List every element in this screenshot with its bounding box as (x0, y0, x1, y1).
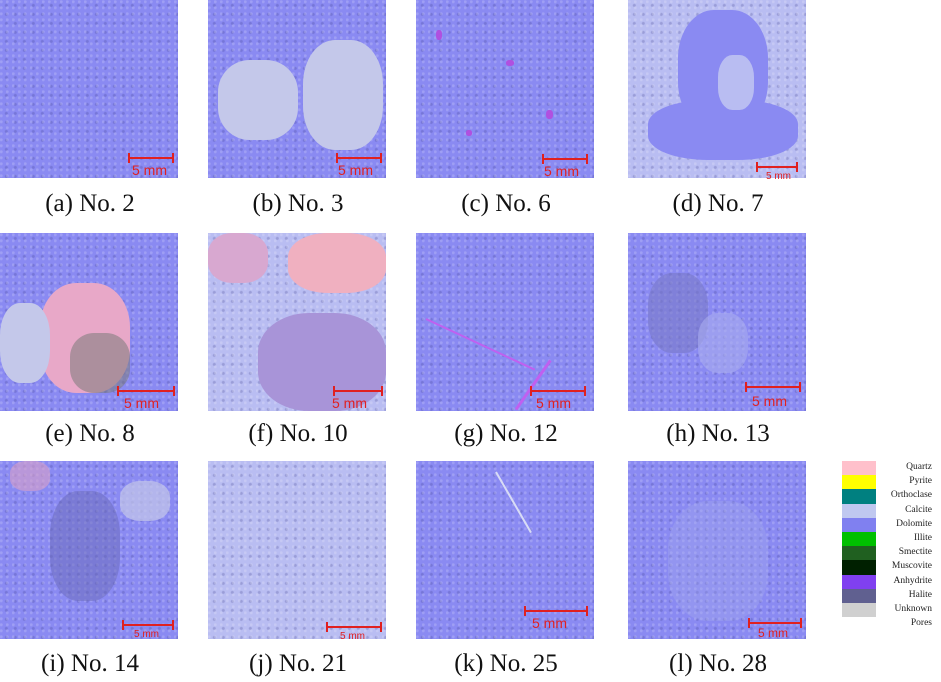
legend-swatch (842, 574, 876, 589)
legend-swatch (842, 503, 876, 518)
scale-label: 5 mm (536, 395, 571, 411)
panel-caption: (a) No. 2 (45, 190, 135, 217)
legend-item: Dolomite (842, 517, 934, 532)
panel-b: 5 mm (b) No. 3 (208, 0, 388, 230)
panel-caption: (e) No. 8 (45, 420, 135, 447)
mineral-map-image (416, 233, 594, 411)
panel-caption: (d) No. 7 (672, 190, 764, 217)
scale-bar (542, 154, 588, 164)
panel-h: 5 mm (h) No. 13 (628, 233, 808, 453)
legend-swatch (842, 560, 876, 575)
scale-bar (336, 153, 382, 163)
panel-caption: (l) No. 28 (669, 650, 767, 677)
panel-f: 5 mm (f) No. 10 (208, 233, 388, 453)
scale-bar (745, 382, 801, 392)
legend-label: Calcite (905, 504, 932, 515)
legend-item: Smectite (842, 546, 934, 561)
mineral-map-image (208, 233, 386, 411)
scale-bar (122, 620, 174, 630)
scale-bar (333, 386, 383, 396)
mineral-map-image (416, 461, 594, 639)
legend-item: Halite (842, 588, 934, 603)
panel-k: 5 mm (k) No. 25 (416, 461, 596, 681)
scale-bar (756, 162, 798, 172)
scale-bar (326, 622, 382, 632)
legend-label: Unknown (894, 603, 932, 614)
panel-caption: (c) No. 6 (461, 190, 551, 217)
panel-caption: (j) No. 21 (249, 650, 347, 677)
legend-item: Orthoclase (842, 489, 934, 504)
panel-g: 5 mm (g) No. 12 (416, 233, 596, 453)
panel-e: 5 mm (e) No. 8 (0, 233, 180, 453)
legend-item: Muscovite (842, 560, 934, 575)
legend-label: Illite (914, 532, 932, 543)
panel-caption: (k) No. 25 (454, 650, 558, 677)
legend-item: Pores (842, 617, 934, 632)
mineral-map-image (416, 0, 594, 178)
panel-i: 5 mm (i) No. 14 (0, 461, 180, 681)
scale-label: 5 mm (752, 393, 787, 409)
legend-swatch (842, 531, 876, 547)
legend-swatch (842, 489, 876, 504)
legend-swatch (842, 546, 876, 561)
legend-label: Halite (908, 589, 932, 600)
legend-label: Dolomite (896, 518, 932, 529)
scale-bar (748, 618, 802, 628)
panel-caption: (b) No. 3 (252, 190, 344, 217)
legend-swatch (842, 517, 876, 532)
scale-label: 5 mm (758, 626, 788, 640)
legend-swatch (842, 461, 876, 476)
legend-label: Muscovite (891, 561, 932, 572)
scale-bar (117, 386, 175, 396)
legend-label: Anhydrite (893, 575, 932, 586)
scale-label: 5 mm (332, 395, 367, 411)
mineral-legend: Quartz Pyrite Orthoclase Calcite Dolomit… (842, 461, 934, 632)
scale-bar (524, 606, 588, 616)
panel-l: 5 mm (l) No. 28 (628, 461, 808, 681)
legend-swatch (842, 602, 876, 618)
panel-j: 5 mm (j) No. 21 (208, 461, 388, 681)
scale-label: 5 mm (766, 171, 791, 182)
scale-label: 5 mm (532, 615, 567, 631)
mineral-map-image (208, 0, 386, 178)
mineral-map-image (628, 0, 806, 178)
legend-item: Calcite (842, 503, 934, 518)
scale-bar (128, 153, 174, 163)
scale-label: 5 mm (132, 162, 167, 178)
legend-swatch (842, 475, 876, 490)
mineral-map-image (628, 233, 806, 411)
legend-item: Anhydrite (842, 574, 934, 589)
panel-a: 5 mm (a) No. 2 (0, 0, 180, 230)
mineral-map-image (0, 461, 178, 639)
legend-swatch (842, 588, 876, 603)
panel-caption: (f) No. 10 (248, 420, 348, 447)
mineral-map-image (628, 461, 806, 639)
legend-label: Pyrite (909, 476, 932, 487)
scale-label: 5 mm (340, 631, 365, 642)
legend-item: Quartz (842, 461, 934, 476)
panel-caption: (h) No. 13 (666, 420, 770, 447)
legend-item: Unknown (842, 602, 934, 618)
mineral-map-image (0, 0, 178, 178)
legend-label: Pores (910, 618, 932, 629)
scale-label: 5 mm (124, 395, 159, 411)
panel-d: 5 mm (d) No. 7 (628, 0, 808, 230)
legend-swatch (842, 617, 876, 632)
mineral-map-image (0, 233, 178, 411)
scale-label: 5 mm (134, 629, 159, 640)
panel-caption: (i) No. 14 (41, 650, 139, 677)
panel-c: 5 mm (c) No. 6 (416, 0, 596, 230)
legend-label: Orthoclase (890, 490, 932, 501)
scale-label: 5 mm (338, 162, 373, 178)
scale-bar (530, 386, 586, 396)
scale-label: 5 mm (544, 163, 579, 179)
legend-item: Illite (842, 531, 934, 547)
panel-caption: (g) No. 12 (454, 420, 558, 447)
legend-label: Quartz (906, 462, 932, 472)
legend-label: Smectite (898, 547, 932, 558)
mineral-map-image (208, 461, 386, 639)
legend-item: Pyrite (842, 475, 934, 490)
